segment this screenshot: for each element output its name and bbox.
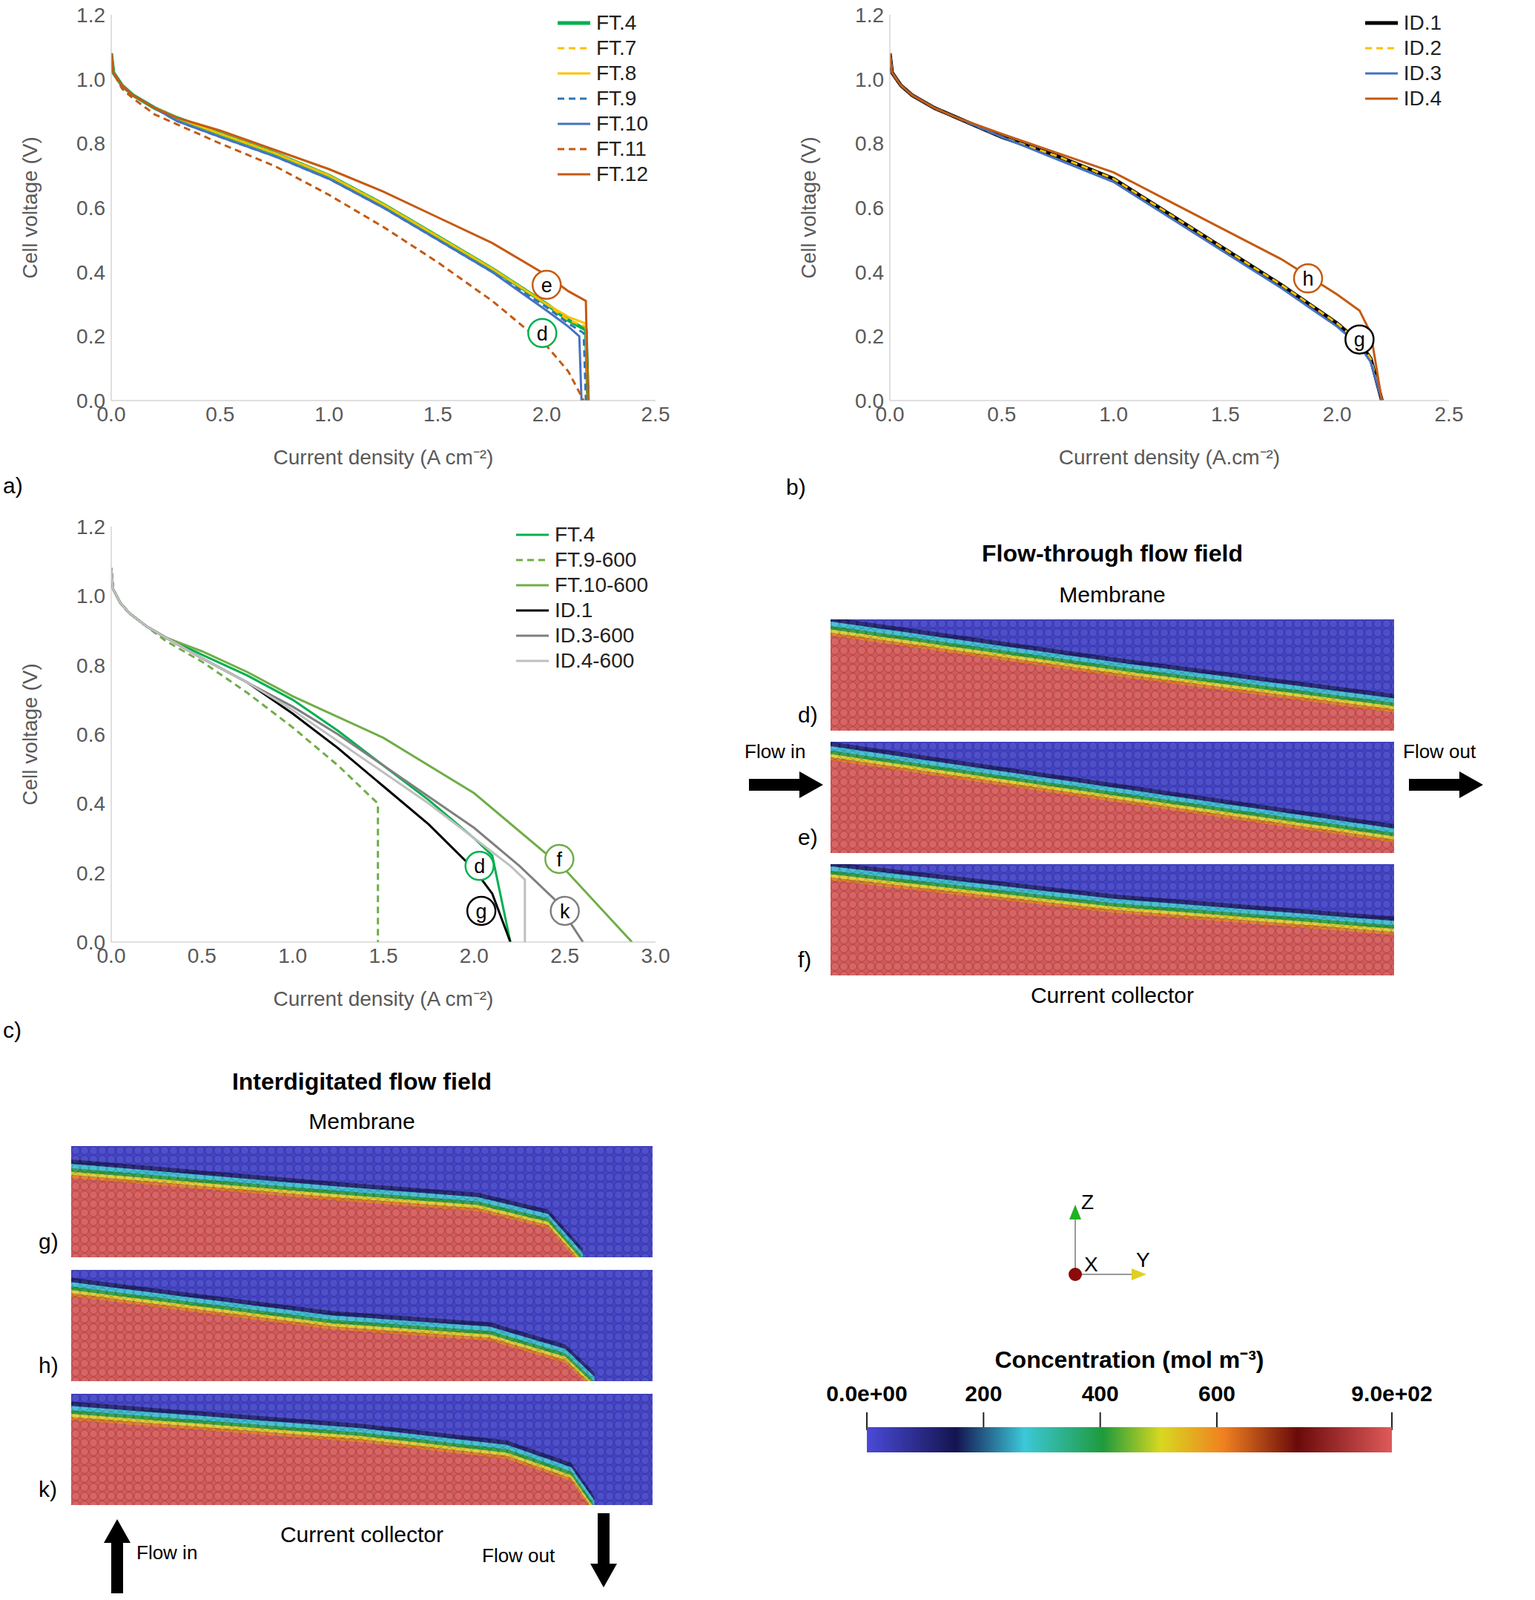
svg-text:0.0: 0.0 [96,402,126,426]
html-text:FT.12: FT.12 [596,162,649,186]
html-text:ID.1: ID.1 [554,598,593,622]
svg-text:1.5: 1.5 [1210,402,1240,426]
html-text:FT.4: FT.4 [554,522,596,546]
svg-text:0.6: 0.6 [855,196,884,220]
svg-text:0.6: 0.6 [76,723,106,746]
html-text:FT.9-600: FT.9-600 [554,548,637,571]
svg-text:0.4: 0.4 [76,791,106,815]
svg-text:0.0: 0.0 [855,389,884,413]
html-text:600: 600 [1198,1380,1236,1406]
svg-text:0.0: 0.0 [76,930,106,954]
svg-text:g: g [1354,328,1366,351]
svg-text:Current density (A cm⁻²): Current density (A cm⁻²) [273,445,494,469]
svg-text:1.0: 1.0 [76,584,106,608]
html-text:Flow in: Flow in [744,740,806,763]
html-text:g): g) [38,1228,59,1254]
html-text:FT.4: FT.4 [596,11,637,35]
html-text:Flow-through flow field: Flow-through flow field [981,539,1243,567]
html-text:ID.4-600: ID.4-600 [554,648,635,672]
svg-text:0.0: 0.0 [875,402,905,426]
html-text:f): f) [797,946,812,972]
svg-text:k: k [559,900,571,923]
svg-text:Cell voltage (V): Cell voltage (V) [797,136,821,279]
svg-text:2.5: 2.5 [1434,402,1464,426]
html-text:400: 400 [1081,1380,1119,1406]
svg-text:1.2: 1.2 [76,3,106,27]
svg-text:Current density (A.cm⁻²): Current density (A.cm⁻²) [1058,445,1280,469]
svg-text:Z: Z [1081,1190,1094,1214]
svg-text:2.5: 2.5 [550,943,580,967]
html-text:Flow in: Flow in [136,1540,198,1564]
html-text:Flow out: Flow out [1403,740,1476,763]
html-text:FT.10-600: FT.10-600 [554,573,649,597]
svg-text:f: f [556,848,563,871]
svg-text:0.5: 0.5 [986,402,1016,426]
html-text:FT.8: FT.8 [596,61,637,85]
svg-text:0.4: 0.4 [855,261,884,285]
svg-text:d: d [536,322,549,345]
svg-text:0.2: 0.2 [855,324,884,348]
svg-text:0.8: 0.8 [76,654,106,678]
svg-text:X: X [1084,1252,1099,1276]
html-text:FT.11: FT.11 [596,137,647,161]
html-text:ID.3-600: ID.3-600 [554,623,635,647]
svg-text:0.8: 0.8 [855,131,884,155]
html-text:200: 200 [964,1380,1003,1406]
svg-text:3.0: 3.0 [641,943,671,967]
html-text:Flow out: Flow out [482,1543,555,1567]
html-text:a): a) [2,473,23,498]
svg-text:h: h [1302,267,1314,290]
html-text:Interdigitated flow field: Interdigitated flow field [232,1067,492,1095]
svg-text:1.2: 1.2 [855,3,884,27]
html-text:e): e) [797,824,818,850]
svg-text:2.0: 2.0 [1322,402,1352,426]
html-text:FT.7: FT.7 [596,36,637,60]
html-text:9.0e+02: 9.0e+02 [1351,1380,1433,1406]
svg-text:Y: Y [1136,1248,1151,1272]
html-text:Current collector: Current collector [280,1521,444,1547]
svg-text:e: e [541,274,553,297]
html-text:0.0e+00: 0.0e+00 [826,1380,908,1406]
svg-text:1.0: 1.0 [76,68,106,92]
svg-text:0.2: 0.2 [76,861,106,885]
html-text:Concentration (mol m⁻³): Concentration (mol m⁻³) [994,1345,1264,1373]
html-text:d): d) [797,702,818,727]
html-text:Membrane: Membrane [1059,582,1166,607]
svg-text:Current density (A cm⁻²): Current density (A cm⁻²) [273,986,494,1010]
svg-text:2.0: 2.0 [532,402,562,426]
svg-text:Cell voltage (V): Cell voltage (V) [18,662,42,805]
svg-text:Cell voltage (V): Cell voltage (V) [18,136,42,279]
svg-text:0.0: 0.0 [96,943,126,967]
svg-text:0.6: 0.6 [76,196,106,220]
html-text:ID.1: ID.1 [1403,11,1442,35]
html-text:Current collector: Current collector [1030,982,1194,1008]
svg-text:0.5: 0.5 [205,402,235,426]
svg-text:1.0: 1.0 [1098,402,1128,426]
svg-text:1.0: 1.0 [278,943,307,967]
svg-text:1.5: 1.5 [369,943,399,967]
svg-text:0.2: 0.2 [76,324,106,348]
svg-text:1.0: 1.0 [314,402,344,426]
html-text:ID.2: ID.2 [1403,36,1442,60]
svg-text:2.5: 2.5 [641,402,671,426]
svg-text:1.2: 1.2 [76,515,106,539]
svg-text:0.8: 0.8 [76,131,106,155]
svg-text:1.5: 1.5 [423,402,453,426]
html-text:ID.4: ID.4 [1403,86,1442,110]
html-text:ID.3: ID.3 [1403,61,1442,85]
svg-text:0.5: 0.5 [187,943,217,967]
html-text:b): b) [786,474,806,500]
svg-text:0.0: 0.0 [76,389,106,413]
html-text:c): c) [2,1017,22,1042]
html-text:k): k) [38,1476,58,1501]
html-text:FT.9: FT.9 [596,86,637,110]
svg-text:1.0: 1.0 [855,68,884,92]
html-text:h): h) [38,1352,59,1378]
svg-text:g: g [476,900,488,923]
html-text:FT.10: FT.10 [596,111,649,135]
html-text:Membrane: Membrane [308,1108,416,1134]
svg-text:2.0: 2.0 [459,943,489,967]
svg-text:d: d [473,855,485,878]
svg-text:0.4: 0.4 [76,261,106,285]
